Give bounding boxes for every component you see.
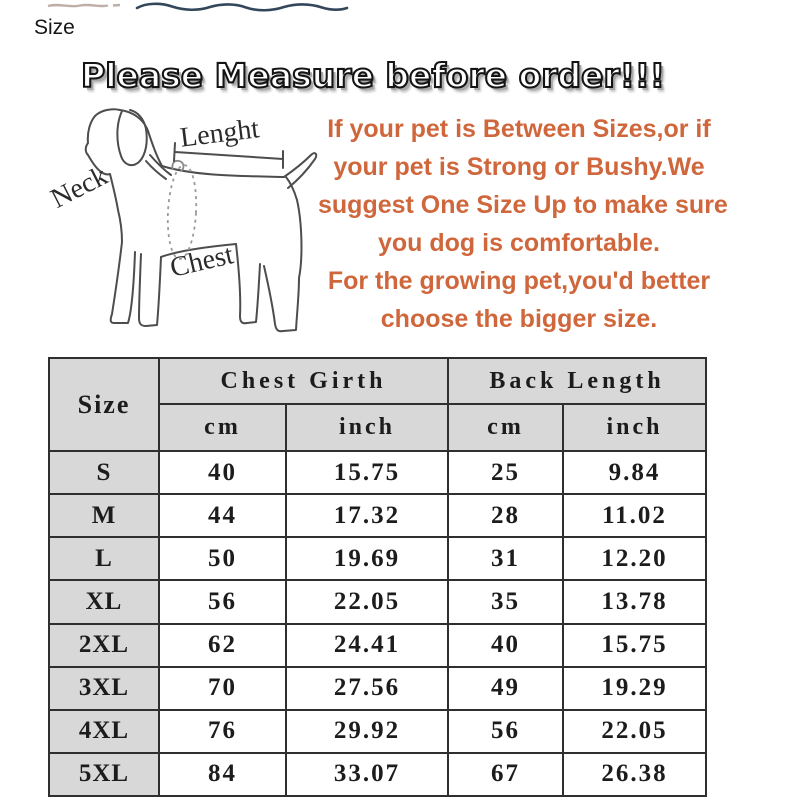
faint-smudge-icon: [47, 3, 121, 8]
table-row-xl: XL 56 22.05 35 13.78: [48, 579, 708, 625]
back-cm-cell: 25: [447, 449, 564, 496]
size-cell: 3XL: [48, 665, 160, 711]
advice-line: For the growing pet,you'd better: [327, 267, 711, 295]
chest-inch-cell: 17.32: [285, 493, 449, 539]
table-row-4xl: 4XL 76 29.92 56 22.05: [48, 708, 708, 754]
size-cell: 2XL: [48, 622, 160, 668]
table-row-2xl: 2XL 62 24.41 40 15.75: [48, 622, 708, 668]
back-inch-cell: 13.78: [561, 579, 708, 625]
dog-measurement-diagram: [84, 108, 318, 333]
advice-line: you dog is comfortable.: [378, 229, 660, 257]
table-row-5xl: 5XL 84 33.07 67 26.38: [48, 751, 708, 798]
size-section-label: Size: [34, 16, 75, 39]
advice-line: choose the bigger size.: [380, 305, 658, 333]
col-header-chest-cm: cm: [158, 403, 287, 452]
top-decorations: [47, 2, 349, 12]
col-header-size: Size: [48, 357, 160, 452]
chest-cm-cell: 40: [158, 449, 287, 496]
chest-inch-cell: 15.75: [285, 449, 449, 496]
back-inch-cell: 15.75: [561, 622, 708, 668]
measure-before-order-title: Please Measure before order!!!: [80, 55, 666, 96]
col-header-back-inch: inch: [561, 403, 708, 452]
chest-inch-cell: 22.05: [285, 579, 449, 625]
col-header-back-length: Back Length: [446, 357, 708, 405]
size-chart-table: Size Chest Girth Back Length cm inch cm …: [48, 357, 708, 798]
chest-cm-cell: 76: [158, 708, 287, 754]
size-cell: XL: [48, 579, 160, 625]
chest-inch-cell: 19.69: [285, 536, 449, 582]
back-cm-cell: 49: [447, 665, 564, 711]
back-inch-cell: 26.38: [561, 751, 708, 798]
back-inch-cell: 19.29: [561, 665, 708, 711]
chest-inch-cell: 29.92: [285, 708, 449, 754]
chest-inch-cell: 24.41: [285, 622, 449, 668]
chest-inch-cell: 33.07: [285, 751, 449, 798]
back-cm-cell: 67: [447, 751, 564, 798]
col-header-chest-inch: inch: [285, 403, 449, 452]
back-cm-cell: 31: [447, 536, 564, 582]
size-cell: 5XL: [48, 751, 160, 798]
chest-girth-ellipse: [166, 159, 198, 260]
col-header-back-cm: cm: [447, 403, 564, 452]
table-row-m: M 44 17.32 28 11.02: [48, 493, 708, 539]
advice-line: suggest One Size Up to make sure: [318, 191, 728, 219]
length-measure-line: [173, 142, 284, 169]
back-cm-cell: 28: [447, 493, 564, 539]
sizing-advice-text: If your pet is Between Sizes,or if your …: [318, 110, 728, 338]
table-row-l: L 50 19.69 31 12.20: [48, 536, 708, 582]
table-row-s: S 40 15.75 25 9.84: [48, 449, 708, 496]
size-cell: S: [48, 449, 160, 496]
chest-cm-cell: 70: [158, 665, 287, 711]
advice-line: your pet is Strong or Bushy.We: [333, 153, 705, 181]
back-cm-cell: 35: [447, 579, 564, 625]
advice-line: If your pet is Between Sizes,or if: [327, 115, 711, 143]
table-row-3xl: 3XL 70 27.56 49 19.29: [48, 665, 708, 711]
chest-inch-cell: 27.56: [285, 665, 449, 711]
chest-cm-cell: 62: [158, 622, 287, 668]
wavy-line-icon: [135, 2, 349, 12]
chest-cm-cell: 50: [158, 536, 287, 582]
back-inch-cell: 11.02: [561, 493, 708, 539]
back-cm-cell: 56: [447, 708, 564, 754]
chest-cm-cell: 44: [158, 493, 287, 539]
chest-cm-cell: 56: [158, 579, 287, 625]
size-cell: L: [48, 536, 160, 582]
back-cm-cell: 40: [447, 622, 564, 668]
size-cell: 4XL: [48, 708, 160, 754]
back-inch-cell: 9.84: [561, 449, 708, 496]
back-inch-cell: 22.05: [561, 708, 708, 754]
size-cell: M: [48, 493, 160, 539]
back-inch-cell: 12.20: [561, 536, 708, 582]
chest-cm-cell: 84: [158, 751, 287, 798]
col-header-chest-girth: Chest Girth: [158, 357, 449, 405]
